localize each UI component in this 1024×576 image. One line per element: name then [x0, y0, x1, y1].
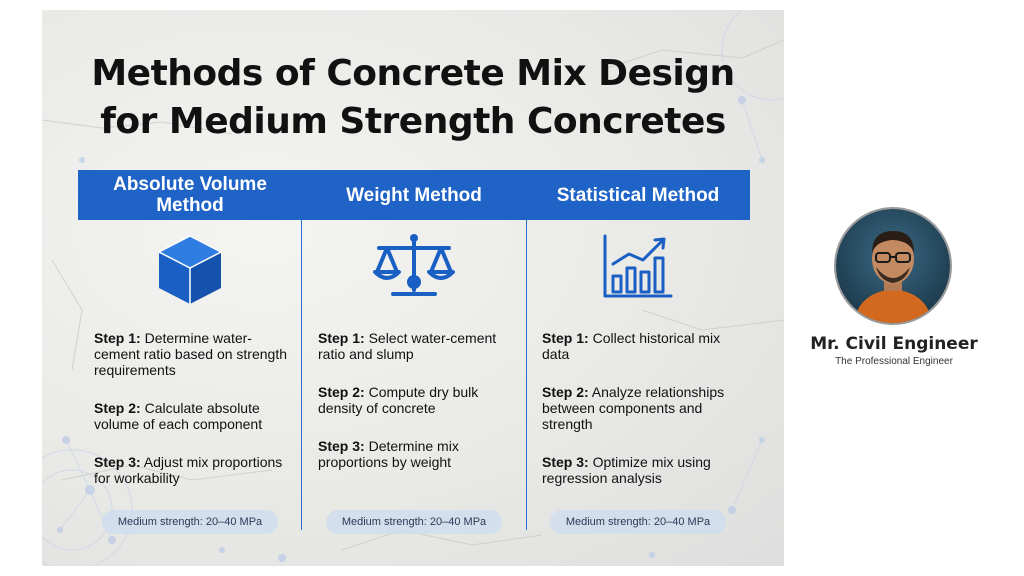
title-line-1: Methods of Concrete Mix Design: [91, 53, 735, 94]
step-item: Step 3: Optimize mix using regression an…: [542, 454, 711, 486]
step-item: Step 2: Analyze relationships between co…: [542, 384, 725, 432]
step-item: Step 1: Determine water-cement ratio bas…: [94, 330, 288, 378]
cube-icon: [157, 235, 223, 304]
column-heading: Weight Method: [302, 170, 526, 220]
bar-chart-trend-icon: [603, 234, 673, 298]
method-column-statistical: Statistical Method Step 1: Collect histo…: [526, 170, 750, 534]
brand-tagline: The Professional Engineer: [835, 356, 953, 367]
step-item: Step 3: Determine mix proportions by wei…: [318, 438, 459, 470]
avatar: [834, 207, 952, 325]
step-item: Step 1: Select water-cement ratio and sl…: [318, 330, 497, 362]
column-divider: [526, 218, 527, 530]
balance-scale-icon: [373, 234, 455, 296]
strength-badge: Medium strength: 20–40 MPa: [550, 510, 726, 534]
title-line-2: for Medium Strength Concretes: [100, 101, 726, 142]
engineer-avatar-icon: [836, 209, 950, 323]
step-item: Step 2: Compute dry bulk density of conc…: [318, 384, 479, 416]
step-item: Step 1: Collect historical mix data: [542, 330, 721, 362]
strength-badge: Medium strength: 20–40 MPa: [102, 510, 278, 534]
infographic-poster: Methods of Concrete Mix Design for Mediu…: [42, 10, 784, 566]
method-column-absolute-volume: Absolute Volume Method Step 1: Determine…: [78, 170, 302, 534]
column-heading: Statistical Method: [526, 170, 750, 220]
method-column-weight: Weight Method Step 1: Select water-cemen…: [302, 170, 526, 534]
column-heading: Absolute Volume Method: [78, 170, 302, 220]
brand-name: Mr. Civil Engineer: [810, 334, 978, 354]
column-divider: [301, 218, 302, 530]
strength-badge: Medium strength: 20–40 MPa: [326, 510, 502, 534]
page-title: Methods of Concrete Mix Design for Mediu…: [42, 50, 784, 146]
step-item: Step 3: Adjust mix proportions for worka…: [94, 454, 283, 486]
step-item: Step 2: Calculate absolute volume of eac…: [94, 400, 263, 432]
